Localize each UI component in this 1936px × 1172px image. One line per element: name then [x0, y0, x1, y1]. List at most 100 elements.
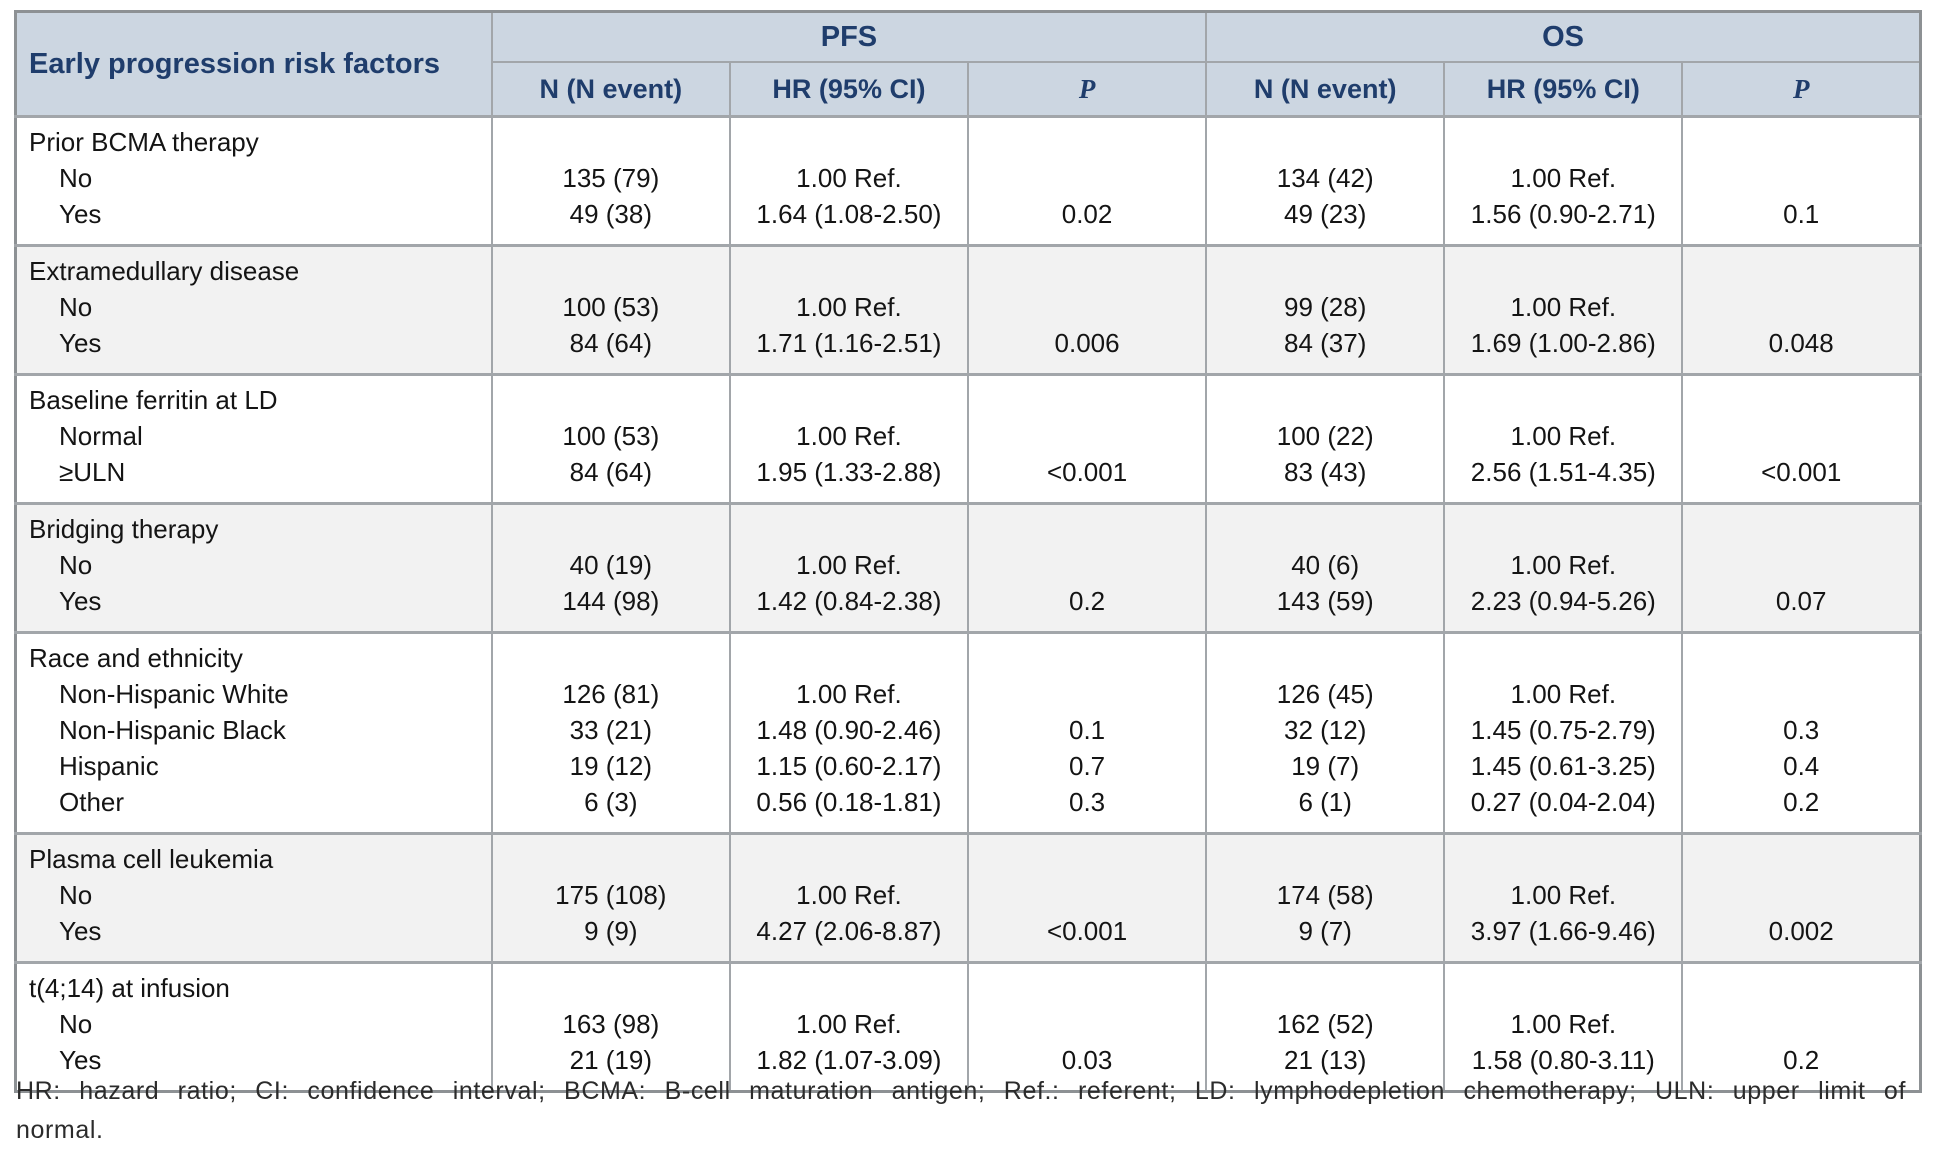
row-label: Non-Hispanic Black — [14, 712, 493, 748]
value-cell: 1.00 Ref. — [1443, 289, 1684, 325]
section-label-row: Prior BCMA therapy — [14, 116, 1922, 160]
value-cell: 1.00 Ref. — [1443, 418, 1684, 454]
value-cell — [1681, 547, 1922, 583]
value-cell: 0.048 — [1681, 325, 1922, 375]
section-label-row: Baseline ferritin at LD — [14, 374, 1922, 418]
value-cell: 1.48 (0.90-2.46) — [728, 712, 970, 748]
value-cell — [966, 418, 1208, 454]
empty-cell — [966, 833, 1208, 877]
data-row: Non-Hispanic Black 33 (21) 1.48 (0.90-2.46… — [14, 712, 1922, 748]
risk-factors-table: Early progression risk factors PFS OS N … — [14, 10, 1922, 1093]
section-race-and-ethnicity: Race and ethnicity Non-Hispanic White 126 … — [14, 632, 1922, 834]
value-cell: 1.64 (1.08-2.50) — [728, 196, 970, 246]
value-cell: 1.00 Ref. — [728, 1006, 970, 1042]
value-cell: 0.1 — [1681, 196, 1922, 246]
row-label: Hispanic — [14, 748, 493, 784]
value-cell: 1.82 (1.07-3.09) — [728, 1042, 970, 1092]
value-cell: 1.42 (0.84-2.38) — [728, 583, 970, 633]
section-label: Baseline ferritin at LD — [14, 374, 493, 418]
value-cell: 9 (9) — [490, 913, 731, 963]
data-row: No 135 (79) 1.00 Ref. 134 (42) 1.00 Ref. — [14, 160, 1922, 196]
empty-cell — [728, 374, 970, 418]
value-cell: 1.00 Ref. — [1443, 160, 1684, 196]
empty-cell — [490, 833, 731, 877]
section-label: Bridging therapy — [14, 503, 493, 547]
empty-cell — [1205, 962, 1446, 1006]
row-label: No — [14, 877, 493, 913]
value-cell: 162 (52) — [1205, 1006, 1446, 1042]
value-cell: 40 (19) — [490, 547, 731, 583]
row-label: Yes — [14, 325, 493, 375]
empty-cell — [1205, 245, 1446, 289]
value-cell: 1.00 Ref. — [728, 160, 970, 196]
value-cell: 163 (98) — [490, 1006, 731, 1042]
empty-cell — [1443, 833, 1684, 877]
value-cell — [966, 160, 1208, 196]
value-cell: 1.71 (1.16-2.51) — [728, 325, 970, 375]
row-label: Yes — [14, 913, 493, 963]
empty-cell — [728, 632, 970, 676]
empty-cell — [1443, 116, 1684, 160]
row-label: No — [14, 289, 493, 325]
value-cell: 2.23 (0.94-5.26) — [1443, 583, 1684, 633]
section-label: Extramedullary disease — [14, 245, 493, 289]
value-cell: 21 (13) — [1205, 1042, 1446, 1092]
section-extramedullary-disease: Extramedullary disease No 100 (53) 1.00 Ref… — [14, 245, 1922, 375]
value-cell — [966, 1006, 1208, 1042]
empty-cell — [1681, 374, 1922, 418]
empty-cell — [1681, 833, 1922, 877]
data-row: No 100 (53) 1.00 Ref. 99 (28) 1.00 Ref. — [14, 289, 1922, 325]
empty-cell — [728, 503, 970, 547]
section-label: t(4;14) at infusion — [14, 962, 493, 1006]
subheader-pfs-hr: HR (95% CI) — [728, 62, 970, 118]
section-label-row: Bridging therapy — [14, 503, 1922, 547]
value-cell: 0.56 (0.18-1.81) — [728, 784, 970, 834]
row-label: Yes — [14, 583, 493, 633]
value-cell: 174 (58) — [1205, 877, 1446, 913]
subheader-os-n: N (N event) — [1205, 62, 1446, 118]
value-cell: 1.95 (1.33-2.88) — [728, 454, 970, 504]
row-label: Yes — [14, 196, 493, 246]
empty-cell — [1205, 503, 1446, 547]
value-cell: 0.2 — [1681, 784, 1922, 834]
value-cell: 83 (43) — [1205, 454, 1446, 504]
empty-cell — [1205, 374, 1446, 418]
data-row: No 163 (98) 1.00 Ref. 162 (52) 1.00 Ref. — [14, 1006, 1922, 1042]
empty-cell — [490, 632, 731, 676]
value-cell: 0.4 — [1681, 748, 1922, 784]
empty-cell — [728, 245, 970, 289]
value-cell — [966, 877, 1208, 913]
section-label-row: t(4;14) at infusion — [14, 962, 1922, 1006]
value-cell — [1681, 289, 1922, 325]
empty-cell — [966, 503, 1208, 547]
value-cell: 126 (81) — [490, 676, 731, 712]
value-cell: 0.7 — [966, 748, 1208, 784]
section-t-4-14-at-infusion: t(4;14) at infusion No 163 (98) 1.00 Ref. 16… — [14, 962, 1922, 1092]
section-bridging-therapy: Bridging therapy No 40 (19) 1.00 Ref. 40 (6)… — [14, 503, 1922, 633]
value-cell: 0.1 — [966, 712, 1208, 748]
value-cell: 4.27 (2.06-8.87) — [728, 913, 970, 963]
section-baseline-ferritin-at-ld: Baseline ferritin at LD Normal 100 (53) 1.0… — [14, 374, 1922, 504]
value-cell: 0.002 — [1681, 913, 1922, 963]
value-cell: 1.58 (0.80-3.11) — [1443, 1042, 1684, 1092]
empty-cell — [728, 116, 970, 160]
section-prior-bcma-therapy: Prior BCMA therapy No 135 (79) 1.00 Ref. 134… — [14, 116, 1922, 246]
empty-cell — [1205, 833, 1446, 877]
empty-cell — [490, 962, 731, 1006]
empty-cell — [1205, 116, 1446, 160]
section-plasma-cell-leukemia: Plasma cell leukemia No 175 (108) 1.00 Ref.… — [14, 833, 1922, 963]
empty-cell — [1681, 245, 1922, 289]
subheader-os-hr: HR (95% CI) — [1443, 62, 1684, 118]
empty-cell — [1681, 503, 1922, 547]
row-label: Non-Hispanic White — [14, 676, 493, 712]
empty-cell — [1681, 962, 1922, 1006]
value-cell: 1.00 Ref. — [1443, 676, 1684, 712]
value-cell: 0.2 — [966, 583, 1208, 633]
empty-cell — [1681, 116, 1922, 160]
value-cell: 49 (23) — [1205, 196, 1446, 246]
value-cell — [966, 547, 1208, 583]
value-cell: 0.3 — [966, 784, 1208, 834]
empty-cell — [1443, 245, 1684, 289]
empty-cell — [490, 245, 731, 289]
value-cell: 1.00 Ref. — [728, 547, 970, 583]
